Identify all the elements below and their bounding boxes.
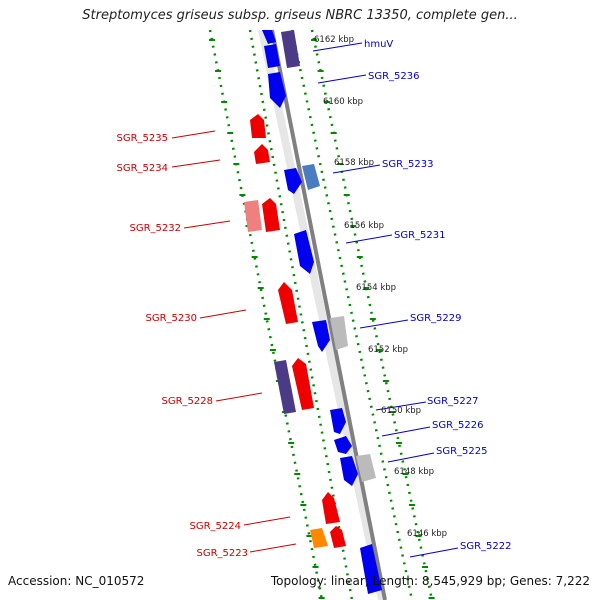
backbone: [258, 29, 387, 600]
gene-feature-SGR_5235[interactable]: [250, 114, 266, 138]
gene-feature-SGR_5229-blue[interactable]: [312, 320, 330, 352]
connector-SGR_5232: [183, 220, 231, 229]
connector-SGR_5228: [215, 392, 263, 402]
inner-left-dotted-line: [248, 29, 354, 600]
ruler-label-6158: 6158 kbp: [334, 158, 374, 168]
connector-SGR_5231: [345, 234, 393, 244]
ruler-label-6160: 6160 kbp: [323, 97, 363, 107]
gene-label-SGR_5236[interactable]: SGR_5236: [368, 71, 420, 82]
gene-feature-SGR_5231[interactable]: [294, 230, 314, 274]
gene-feature-hmuV[interactable]: [281, 30, 300, 68]
gene-label-SGR_5228[interactable]: SGR_5228: [162, 396, 214, 407]
connector-SGR_5234: [171, 159, 221, 168]
connector-SGR_5225: [387, 452, 435, 463]
accession-text: Accession: NC_010572: [8, 574, 145, 588]
gene-label-SGR_5229[interactable]: SGR_5229: [410, 313, 462, 324]
gene-label-SGR_5230[interactable]: SGR_5230: [146, 313, 198, 324]
inner-right-dotted-line: [290, 29, 414, 600]
connector-SGR_5235: [171, 130, 216, 139]
gene-label-SGR_5222[interactable]: SGR_5222: [460, 541, 512, 552]
gene-feature-SGR_5236[interactable]: [268, 72, 286, 108]
gene-label-SGR_5224[interactable]: SGR_5224: [190, 521, 242, 532]
gene-feature-SGR_5223[interactable]: [330, 526, 346, 548]
connector-SGR_5222: [409, 547, 459, 558]
connector-SGR_5229: [359, 319, 409, 329]
gene-feature-SGR_5233-steel[interactable]: [302, 164, 320, 190]
backbone-shadow: [258, 29, 386, 600]
ruler-label-6150: 6150 kbp: [381, 406, 421, 416]
ruler-label-6154: 6154 kbp: [356, 283, 396, 293]
gene-label-SGR_5225[interactable]: SGR_5225: [436, 446, 488, 457]
connector-SGR_5223: [249, 543, 297, 553]
gene-feature-SGR_5228[interactable]: [292, 358, 314, 410]
gene-feature-SGR_5226[interactable]: [334, 436, 352, 454]
ruler-ticks: [208, 39, 435, 599]
connector-SGR_5224: [243, 516, 291, 526]
gene-label-SGR_5233[interactable]: SGR_5233: [382, 159, 434, 170]
ruler-label-6148: 6148 kbp: [394, 467, 434, 477]
gene-label-hmuV[interactable]: hmuV: [364, 39, 393, 50]
gene-label-SGR_5223[interactable]: SGR_5223: [197, 548, 249, 559]
gene-feature-SGR_5230[interactable]: [278, 282, 298, 324]
connector-SGR_5227: [375, 401, 427, 411]
gene-feature-SGR_5229-grey[interactable]: [330, 316, 348, 350]
genome-summary: Topology: linear; Length: 8,545,929 bp; …: [270, 574, 590, 588]
gene-feature-SGR_5227[interactable]: [330, 408, 346, 434]
gene-feature-SGR_5223-orange[interactable]: [310, 528, 328, 548]
label-connectors: [171, 42, 459, 558]
gene-feature-SGR_5225-blue[interactable]: [340, 456, 358, 486]
gene-feature-top-blue-b[interactable]: [264, 44, 280, 68]
gene-label-SGR_5232[interactable]: SGR_5232: [130, 223, 182, 234]
backbone-line: [270, 29, 387, 600]
genome-title: Streptomyces griseus subsp. griseus NBRC…: [82, 8, 518, 23]
gene-labels: hmuV SGR_5236 SGR_5235 SGR_5234 SGR_5233…: [117, 39, 512, 559]
ruler-label-6146: 6146 kbp: [407, 529, 447, 539]
gene-label-SGR_5227[interactable]: SGR_5227: [427, 396, 479, 407]
outer-right-dotted-line: [310, 29, 434, 600]
gene-feature-SGR_5222[interactable]: [360, 544, 382, 594]
gene-label-SGR_5231[interactable]: SGR_5231: [394, 230, 446, 241]
connector-SGR_5233: [332, 164, 381, 174]
gene-feature-SGR_5224[interactable]: [322, 492, 340, 524]
gene-feature-top-blue-a[interactable]: [262, 30, 276, 44]
gene-features: [244, 30, 382, 594]
gene-label-SGR_5234[interactable]: SGR_5234: [117, 163, 169, 174]
gene-feature-SGR_5232-pink[interactable]: [244, 200, 262, 232]
ruler-lines: [208, 29, 434, 600]
gene-label-SGR_5226[interactable]: SGR_5226: [432, 420, 484, 431]
connector-hmuV: [312, 42, 363, 52]
connector-SGR_5230: [199, 309, 247, 319]
gene-feature-SGR_5232[interactable]: [262, 198, 280, 232]
ruler-label-6162: 6162 kbp: [314, 35, 354, 45]
gene-feature-SGR_5225-grey[interactable]: [356, 454, 376, 482]
outer-left-dotted-line: [208, 29, 324, 600]
gene-feature-SGR_5233-blue[interactable]: [284, 168, 302, 194]
ruler-label-6156: 6156 kbp: [344, 221, 384, 231]
connector-SGR_5226: [381, 426, 431, 437]
ruler-label-6152: 6152 kbp: [368, 345, 408, 355]
gene-feature-SGR_5228-purple[interactable]: [274, 360, 296, 414]
connector-SGR_5236: [317, 74, 367, 84]
gene-label-SGR_5235[interactable]: SGR_5235: [117, 133, 169, 144]
ruler-labels: 6162 kbp 6160 kbp 6158 kbp 6156 kbp 6154…: [314, 35, 447, 539]
gene-feature-SGR_5234[interactable]: [254, 144, 270, 164]
